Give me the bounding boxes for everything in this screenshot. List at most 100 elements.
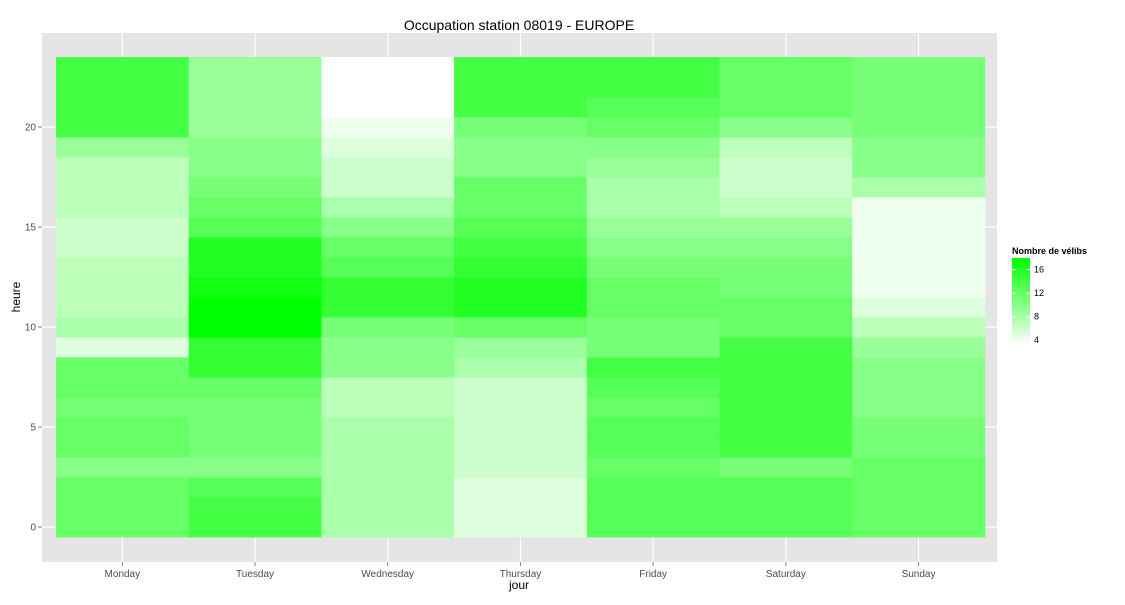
heatmap-tile	[188, 57, 322, 78]
heatmap-tile	[586, 497, 720, 518]
heatmap-tile	[719, 77, 853, 98]
heatmap-tile	[56, 457, 190, 478]
y-tick-label: 10	[25, 323, 37, 334]
heatmap-tile	[852, 77, 986, 98]
legend-color-bar	[1012, 258, 1030, 346]
heatmap-tile	[852, 357, 986, 378]
heatmap-tile	[719, 417, 853, 438]
heatmap-tile	[586, 477, 720, 498]
heatmap-tile	[586, 277, 720, 298]
heatmap-tile	[454, 477, 588, 498]
heatmap-tile	[586, 397, 720, 418]
heatmap-tile	[586, 417, 720, 438]
x-tick-label: Saturday	[766, 569, 806, 580]
heatmap-tile	[586, 517, 720, 538]
heatmap-tile	[321, 277, 455, 298]
heatmap-tile	[719, 97, 853, 118]
x-tick-label: Thursday	[500, 569, 542, 580]
heatmap-tile	[454, 277, 588, 298]
heatmap-tile	[321, 157, 455, 178]
heatmap-tile	[719, 57, 853, 78]
heatmap-tile	[188, 77, 322, 98]
heatmap-tile	[852, 57, 986, 78]
heatmap-tile	[852, 437, 986, 458]
heatmap-tile	[586, 97, 720, 118]
color-legend: Nombre de vélibs 4 8 12 16	[1012, 246, 1087, 346]
heatmap-tile	[454, 197, 588, 218]
y-tick-label: 15	[25, 223, 37, 234]
heatmap-tile	[719, 157, 853, 178]
heatmap-tile	[454, 97, 588, 118]
heatmap-tile	[852, 337, 986, 358]
heatmap-tile	[321, 477, 455, 498]
heatmap-tile	[454, 57, 588, 78]
heatmap-tile	[719, 477, 853, 498]
heatmap-tile	[321, 337, 455, 358]
heatmap-tile	[321, 177, 455, 198]
heatmap-tile	[321, 397, 455, 418]
heatmap-tile	[852, 377, 986, 398]
heatmap-tile	[586, 357, 720, 378]
heatmap-tile	[719, 357, 853, 378]
legend-tick-label: 12	[1034, 288, 1044, 298]
heatmap-tile	[454, 497, 588, 518]
heatmap-tile	[719, 337, 853, 358]
x-tick-label: Sunday	[902, 569, 936, 580]
heatmap-tile	[321, 437, 455, 458]
heatmap-tile	[454, 417, 588, 438]
heatmap-tile	[852, 397, 986, 418]
x-tick-label: Friday	[639, 569, 667, 580]
heatmap-tile	[56, 377, 190, 398]
legend-tick-label: 8	[1034, 312, 1039, 322]
heatmap-tile	[56, 357, 190, 378]
heatmap-tile	[719, 297, 853, 318]
heatmap-tile	[56, 257, 190, 278]
heatmap-tile	[454, 457, 588, 478]
heatmap-tile	[321, 257, 455, 278]
heatmap-tile	[454, 517, 588, 538]
heatmap-tile	[188, 277, 322, 298]
heatmap-tile	[321, 137, 455, 158]
heatmap-tile	[188, 397, 322, 418]
heatmap-tile	[188, 237, 322, 258]
heatmap-tile	[719, 257, 853, 278]
heatmap-tile	[56, 177, 190, 198]
heatmap-tile	[852, 277, 986, 298]
heatmap-tile	[719, 437, 853, 458]
heatmap-tile	[56, 517, 190, 538]
heatmap-tile	[56, 477, 190, 498]
heatmap-tile	[56, 397, 190, 418]
heatmap-tile	[586, 217, 720, 238]
heatmap-tile	[188, 197, 322, 218]
heatmap-tile	[188, 357, 322, 378]
y-tick-label: 5	[30, 423, 36, 434]
legend-ticks: 4 8 12 16	[1012, 265, 1044, 345]
heatmap-tile	[454, 437, 588, 458]
heatmap-tile	[56, 337, 190, 358]
x-tick-label: Monday	[105, 569, 141, 580]
heatmap-tile	[852, 497, 986, 518]
heatmap-tile	[454, 137, 588, 158]
heatmap-tile	[586, 137, 720, 158]
heatmap-tile	[188, 517, 322, 538]
heatmap-tile	[719, 277, 853, 298]
heatmap-tile	[321, 497, 455, 518]
heatmap-tile	[852, 257, 986, 278]
heatmap-tile	[56, 157, 190, 178]
heatmap-tile	[321, 117, 455, 138]
heatmap-tile	[188, 417, 322, 438]
heatmap-tile	[321, 97, 455, 118]
heatmap-tile	[852, 237, 986, 258]
heatmap-tile	[719, 177, 853, 198]
heatmap-tile	[454, 157, 588, 178]
heatmap-tile	[56, 437, 190, 458]
heatmap-tiles	[56, 57, 986, 538]
heatmap-tile	[852, 197, 986, 218]
heatmap-tile	[852, 157, 986, 178]
heatmap-tile	[852, 217, 986, 238]
heatmap-tile	[454, 77, 588, 98]
heatmap-tile	[188, 337, 322, 358]
heatmap-tile	[188, 137, 322, 158]
heatmap-tile	[321, 317, 455, 338]
